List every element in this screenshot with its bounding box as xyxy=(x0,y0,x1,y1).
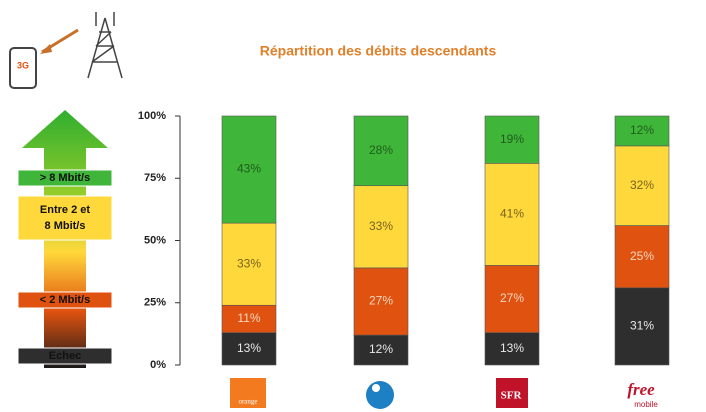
value-label: 33% xyxy=(237,256,261,270)
bar-segment xyxy=(353,185,409,269)
bar-segment xyxy=(614,287,670,366)
bar-segment xyxy=(353,334,409,366)
bar-segment xyxy=(221,115,277,224)
bar-segment xyxy=(484,163,540,266)
value-label: 32% xyxy=(630,178,654,192)
y-tick-label: 25% xyxy=(144,297,166,309)
value-label: 27% xyxy=(369,294,393,308)
value-label: 13% xyxy=(500,341,524,355)
bar-segment xyxy=(221,304,277,333)
bar-segment xyxy=(221,332,277,366)
value-label: 12% xyxy=(369,342,393,356)
legend-label: Entre 2 et 8 Mbit/s xyxy=(40,204,90,232)
value-label: 41% xyxy=(500,207,524,221)
value-label: 13% xyxy=(237,341,261,355)
phone-icon xyxy=(9,47,37,89)
value-label: 25% xyxy=(630,249,654,263)
phone-label: 3G xyxy=(17,60,29,70)
y-tick-label: 0% xyxy=(150,359,166,371)
x-tick-label: free xyxy=(627,380,655,399)
legend-label: Echec xyxy=(49,350,81,362)
x-tick-label: SFR xyxy=(501,390,523,402)
bar-segment xyxy=(484,115,540,164)
y-tick-label: 50% xyxy=(144,234,166,246)
chart-title: Répartition des débits descendants xyxy=(260,43,497,59)
x-tick-label: orange xyxy=(238,398,257,406)
legend-swatch xyxy=(17,169,113,187)
bar-segment xyxy=(353,267,409,336)
y-tick-label: 75% xyxy=(144,172,166,184)
antenna-icon xyxy=(87,12,123,79)
sfr-logo xyxy=(496,378,528,408)
bar-segment xyxy=(484,265,540,333)
legend-swatch xyxy=(17,291,113,309)
value-label: 12% xyxy=(630,123,654,137)
bar-segment xyxy=(221,222,277,306)
legend-swatch xyxy=(17,195,113,241)
bar-segment xyxy=(353,115,409,187)
value-label: 27% xyxy=(500,291,524,305)
y-tick-label: 100% xyxy=(138,110,166,122)
legend-label: > 8 Mbit/s xyxy=(40,172,90,184)
orange-logo xyxy=(230,378,266,408)
x-tick-sublabel: mobile xyxy=(634,400,658,409)
value-label: 43% xyxy=(237,162,261,176)
bar-segment xyxy=(614,115,670,147)
signal-arrow-head xyxy=(40,44,52,54)
bouygues-logo xyxy=(366,381,394,409)
legend-swatch xyxy=(17,347,113,365)
bouygues-logo-dot xyxy=(372,384,380,392)
value-label: 28% xyxy=(369,143,393,157)
bar-segment xyxy=(484,332,540,366)
value-label: 19% xyxy=(500,132,524,146)
value-label: 33% xyxy=(369,219,393,233)
legend-label: < 2 Mbit/s xyxy=(40,294,90,306)
bar-segment xyxy=(614,145,670,226)
bar-segment xyxy=(614,225,670,289)
value-label: 11% xyxy=(237,311,260,325)
value-label: 31% xyxy=(630,319,654,333)
